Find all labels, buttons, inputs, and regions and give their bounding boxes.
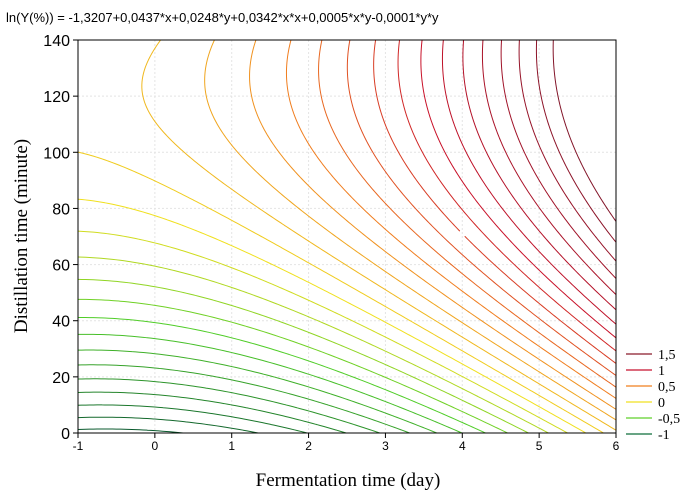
contour-line xyxy=(249,39,617,410)
y-tick-label: 140 xyxy=(43,33,70,50)
grid-lines xyxy=(77,39,617,434)
contour-line xyxy=(535,39,617,243)
legend-label: 1 xyxy=(658,364,665,379)
y-tick-label: 0 xyxy=(61,426,70,443)
x-axis: -1 0 1 2 3 4 5 6 xyxy=(73,433,620,453)
contour-line xyxy=(77,364,411,434)
legend-label: 1,5 xyxy=(658,348,676,363)
x-tick-label: 3 xyxy=(382,439,389,453)
x-tick-label: 4 xyxy=(459,439,466,453)
y-tick-label: 20 xyxy=(52,370,70,387)
x-tick-label: 6 xyxy=(613,439,620,453)
y-tick-label: 40 xyxy=(52,314,70,331)
chart-title: ln(Y(%)) = -1,3207+0,0437*x+0,0248*y+0,0… xyxy=(6,10,439,25)
contour-line xyxy=(420,39,617,339)
contour-line xyxy=(204,39,617,421)
plot-frame xyxy=(77,39,617,434)
contour-line xyxy=(77,278,529,434)
y-axis: 0 20 40 60 80 100 120 140 xyxy=(43,33,78,443)
contour-line xyxy=(77,298,509,434)
contour-line xyxy=(77,151,605,434)
contour-line xyxy=(77,317,486,434)
y-tick-label: 120 xyxy=(43,89,70,106)
contour-line xyxy=(500,39,617,279)
contour-line xyxy=(77,391,347,434)
contour-line xyxy=(441,39,617,325)
contour-line xyxy=(518,39,617,262)
legend-label: -1 xyxy=(658,428,670,443)
contour-line xyxy=(77,230,569,434)
contour-line xyxy=(481,39,617,296)
contour-lines xyxy=(77,39,617,434)
y-axis-label: Distillation time (minute) xyxy=(11,139,32,333)
contour-line xyxy=(141,39,617,431)
x-tick-label: 2 xyxy=(305,439,312,453)
contour-line xyxy=(285,39,617,399)
contour-line xyxy=(77,404,308,434)
contour-line xyxy=(397,39,617,352)
contour-line xyxy=(77,349,438,434)
legend-label: 0 xyxy=(658,396,665,411)
contour-line xyxy=(77,333,463,434)
contour-line xyxy=(318,39,617,388)
contour-line xyxy=(77,198,587,434)
y-tick-label: 100 xyxy=(43,145,70,162)
contour-line xyxy=(77,428,184,434)
legend-label: 0,5 xyxy=(658,380,676,395)
contour-line xyxy=(346,39,617,377)
contour-line xyxy=(77,416,259,434)
contour-line xyxy=(552,39,617,222)
x-tick-label: 0 xyxy=(152,439,159,453)
y-tick-label: 80 xyxy=(52,201,70,218)
legend: 1,510,50-0,5-1 xyxy=(626,348,680,443)
x-tick-label: -1 xyxy=(73,439,84,453)
x-tick-label: 5 xyxy=(536,439,543,453)
x-tick-label: 1 xyxy=(228,439,235,453)
contour-line xyxy=(77,378,381,434)
contour-line xyxy=(77,256,549,434)
y-tick-label: 60 xyxy=(52,258,70,275)
legend-label: -0,5 xyxy=(658,412,680,427)
x-axis-label: Fermentation time (day) xyxy=(256,470,441,491)
